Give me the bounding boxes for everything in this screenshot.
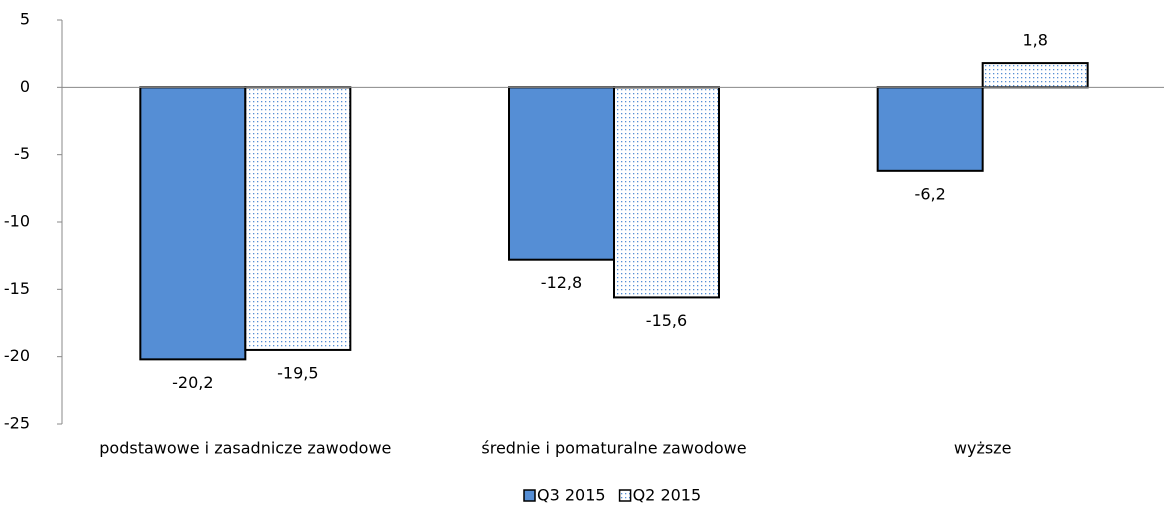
y-tick-label: -25 [4,414,30,433]
y-tick-label: 5 [20,10,30,29]
legend-label: Q3 2015 [537,486,606,505]
bar [613,86,720,299]
y-tick-label: -15 [4,279,30,298]
legend-swatch [523,489,536,502]
value-label: 1,8 [1022,31,1047,50]
value-label: -19,5 [277,363,318,382]
bar [876,86,984,172]
y-tick-label: 0 [20,77,30,96]
value-label: -15,6 [646,311,687,330]
y-tick-label: -5 [14,144,30,163]
legend-swatch [618,489,632,502]
x-tick-label: średnie i pomaturalne zawodowe [481,439,746,458]
bar [508,86,615,261]
y-tick-label: -10 [4,212,30,231]
x-tick-label: wyższe [954,439,1012,458]
x-tick-label: podstawowe i zasadnicze zawodowe [99,439,391,458]
legend-label: Q2 2015 [633,486,702,505]
bar [981,62,1089,89]
value-label: -12,8 [541,273,582,292]
bar [139,86,247,361]
value-label: -6,2 [915,184,946,203]
y-tick-label: -20 [4,346,30,365]
value-label: -20,2 [172,373,213,392]
bar [244,86,352,351]
